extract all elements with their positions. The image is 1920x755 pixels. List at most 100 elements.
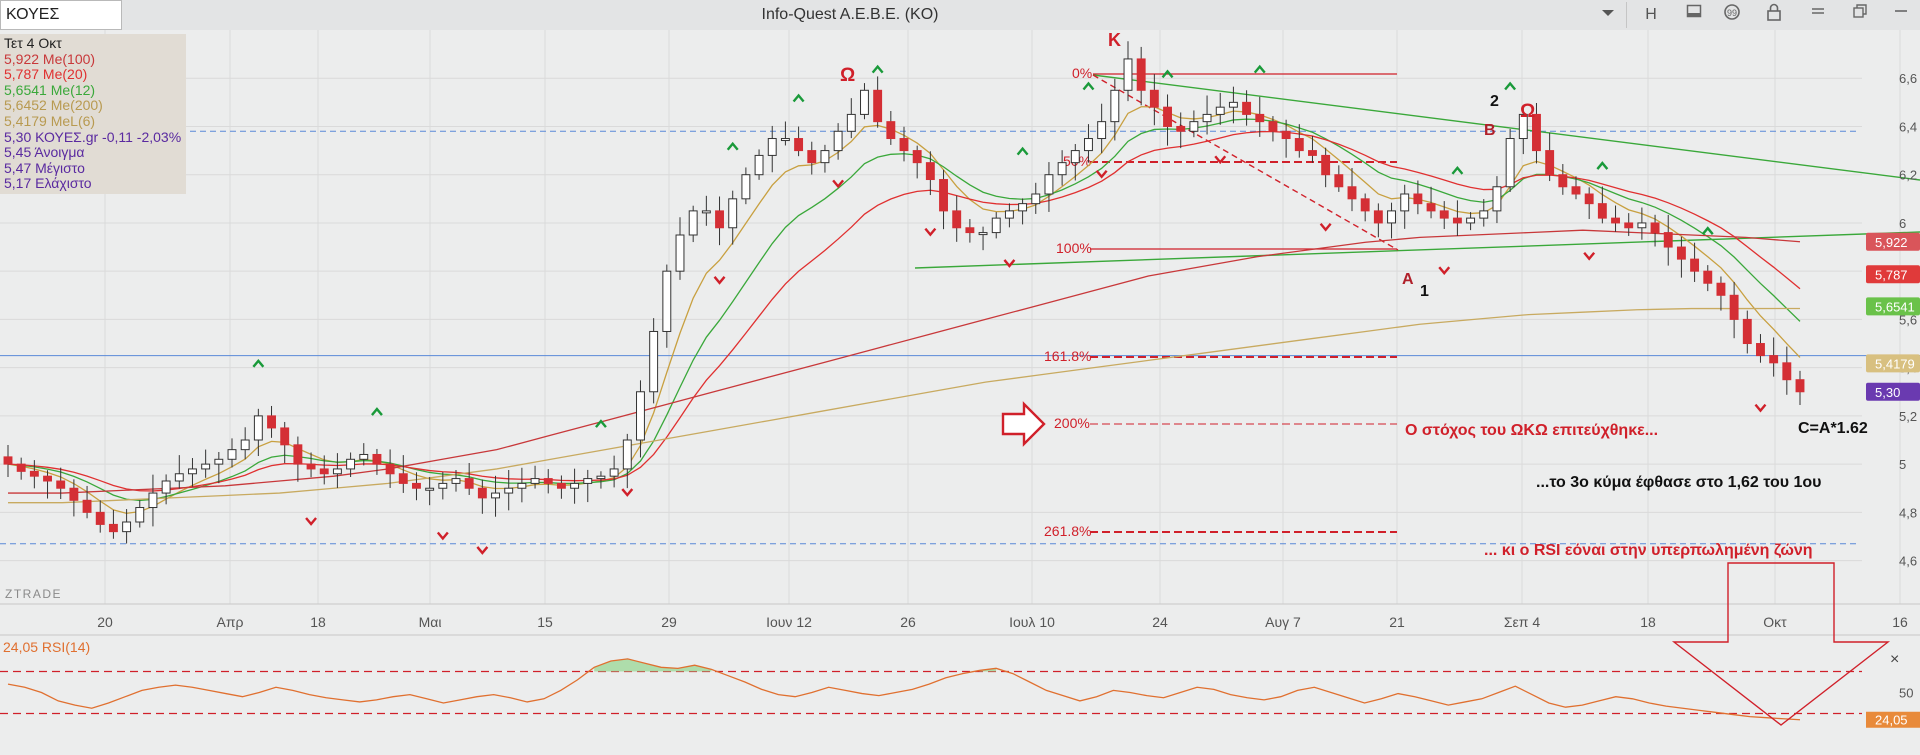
candle	[1373, 203, 1383, 238]
candle	[359, 443, 369, 466]
symbol-field[interactable]: ΚΟΥΕΣ	[0, 0, 122, 30]
candle	[385, 449, 395, 488]
buy-signal-icon	[726, 141, 739, 151]
restore-icon[interactable]	[1846, 3, 1874, 27]
date-tick: Μαι	[419, 614, 442, 630]
candle	[161, 474, 171, 505]
chat-icon[interactable]: 99	[1718, 3, 1746, 27]
candle	[1360, 193, 1370, 222]
candle	[135, 500, 145, 528]
candle	[122, 509, 132, 544]
date-tick: 24	[1152, 614, 1168, 630]
candle	[794, 126, 804, 157]
legend-line: 5,45 Άνοιγμα	[4, 144, 85, 161]
panel-icon[interactable]	[1680, 3, 1708, 27]
candle	[1597, 186, 1607, 224]
annot-c: C=A*1.62	[1798, 420, 1868, 437]
candle	[530, 465, 540, 489]
candle	[741, 167, 751, 205]
candle	[965, 219, 975, 243]
price-tick: 4,6	[1899, 554, 1917, 569]
price-tag: 5,30	[1866, 382, 1920, 401]
date-tick: 26	[900, 614, 916, 630]
candle	[1466, 212, 1476, 231]
svg-text:5,4179: 5,4179	[1875, 356, 1915, 371]
candle	[1426, 186, 1436, 219]
candle	[398, 455, 408, 493]
watermark: ZTRADE	[5, 587, 62, 601]
candle	[952, 195, 962, 242]
candle	[1518, 108, 1528, 155]
sell-signal-icon	[713, 276, 726, 285]
candle	[609, 455, 619, 488]
legend-line: 5,6452 Me(200)	[4, 97, 103, 114]
h-button[interactable]: H	[1645, 6, 1657, 23]
candle	[1004, 203, 1014, 228]
sell-signal-icon	[1214, 155, 1227, 165]
candle	[662, 264, 672, 348]
fib-label-161: 161.8%	[1044, 348, 1091, 364]
minimize-icon[interactable]	[1804, 3, 1832, 27]
lock-icon[interactable]	[1760, 3, 1788, 27]
candle	[846, 98, 856, 139]
svg-text:5,922: 5,922	[1875, 235, 1908, 250]
candle	[280, 421, 290, 464]
candle	[1281, 119, 1291, 158]
candle	[820, 144, 830, 173]
candle	[504, 469, 514, 511]
close-icon[interactable]	[1887, 3, 1915, 27]
candle	[464, 463, 474, 495]
date-tick: 20	[97, 614, 113, 630]
buy-signal-icon	[595, 419, 607, 428]
candle	[939, 169, 948, 230]
toolbar-separator	[1626, 2, 1627, 28]
candle	[174, 455, 184, 489]
candle	[912, 145, 922, 179]
price-tag: 5,787	[1866, 265, 1920, 284]
sell-signal-icon	[476, 546, 489, 555]
candle	[214, 452, 224, 484]
candle	[1703, 265, 1713, 292]
candle	[1097, 103, 1107, 154]
candle	[1571, 176, 1581, 200]
date-tick: Ιουν 12	[766, 614, 812, 630]
candle	[1044, 162, 1054, 212]
comment-rsi-oversold: ... κι ο RSI εόναι στην υπερπωλημένη ζών…	[1484, 542, 1813, 559]
candle	[188, 458, 197, 487]
legend-line: 5,4179 MeL(6)	[4, 112, 96, 129]
candle	[1532, 102, 1541, 164]
buy-signal-icon	[1504, 81, 1517, 91]
price-tick: 5,6	[1899, 312, 1917, 327]
buy-signal-icon	[1596, 161, 1609, 170]
candle	[715, 196, 724, 246]
candle	[95, 500, 105, 533]
candle	[1057, 150, 1067, 186]
price-chart[interactable]: 0% 50% 100% 161.8% 200% 261.8% K Ω Ω 2 B…	[0, 30, 1920, 755]
svg-text:5,787: 5,787	[1875, 267, 1908, 282]
date-axis: 20 Απρ 18 Μαι 15 29 Ιουν 12 26 Ιουλ 10 24 Αυγ 7 21 Σ…	[97, 614, 1908, 630]
candle	[1242, 90, 1252, 126]
candles	[3, 41, 1805, 544]
price-tick: 5,2	[1899, 409, 1917, 424]
candle	[1110, 78, 1120, 141]
candle	[570, 468, 580, 504]
candle	[728, 190, 738, 245]
ma-line	[8, 307, 1801, 504]
chevron-down-icon[interactable]	[1594, 3, 1622, 27]
candle	[1308, 135, 1317, 163]
rsi-value-tag: 24,05	[1875, 713, 1908, 728]
candle	[1584, 187, 1594, 220]
fibonacci-levels: 0% 50% 100% 161.8% 200% 261.8%	[1044, 65, 1397, 539]
date-tick: Σεπ 4	[1504, 614, 1540, 630]
candle	[1031, 182, 1041, 214]
arrow-down-icon	[1671, 562, 1891, 726]
sell-signal-icon	[1319, 222, 1332, 232]
candle	[1084, 124, 1093, 163]
rsi-close-icon[interactable]: ×	[1890, 651, 1899, 668]
candle	[227, 438, 237, 468]
candle	[1545, 132, 1555, 182]
candle	[253, 408, 263, 457]
price-tick: 6	[1899, 216, 1906, 231]
candle	[622, 433, 632, 489]
candle	[873, 76, 883, 128]
